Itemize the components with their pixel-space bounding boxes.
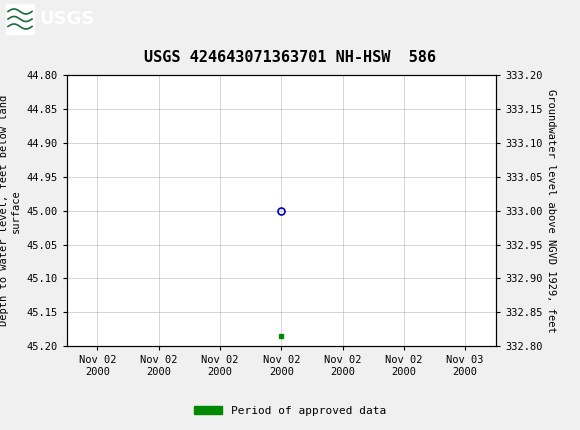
Bar	[6, 4, 34, 34]
Y-axis label: Groundwater level above NGVD 1929, feet: Groundwater level above NGVD 1929, feet	[546, 89, 556, 332]
Text: USGS 424643071363701 NH-HSW  586: USGS 424643071363701 NH-HSW 586	[144, 50, 436, 65]
Legend: Period of approved data: Period of approved data	[190, 401, 390, 420]
Text: USGS: USGS	[39, 10, 95, 28]
Y-axis label: Depth to water level, feet below land
surface: Depth to water level, feet below land su…	[0, 95, 21, 326]
